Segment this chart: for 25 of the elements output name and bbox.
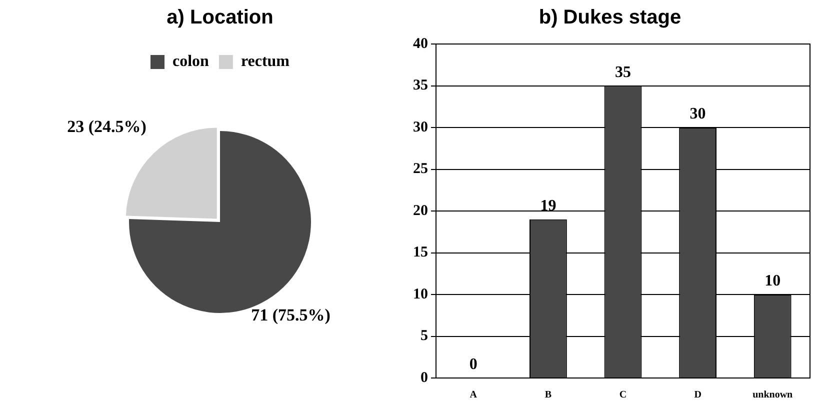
data-label: 23 (24.5%) [67,117,146,136]
y-tick-label: 25 [413,161,428,178]
data-label: 19 [540,197,556,214]
data-label: 0 [469,356,478,374]
chart-title: a) Location [166,6,274,29]
legend-label: colon [172,53,210,70]
y-tick-label: 30 [413,119,428,136]
data-label: 71 (75.5%) [251,306,330,325]
y-tick-label: 10 [413,286,428,302]
x-tick-label: B [544,390,552,401]
data-label: 30 [690,106,706,123]
x-tick-label: unknown [752,390,794,401]
legend-label: rectum [240,53,290,70]
x-tick-label: A [470,390,478,401]
y-tick-label: 35 [413,78,428,94]
chart-title: b) Dukes stage [538,6,682,29]
y-tick-label: 5 [420,328,428,344]
x-tick-label: D [694,390,702,401]
x-tick-label: C [619,390,627,401]
y-tick-label: 0 [420,370,428,386]
y-tick-label: 40 [413,36,428,52]
data-label: 10 [764,272,781,290]
data-label: 35 [615,64,631,81]
y-tick-label: 15 [413,244,428,261]
y-tick-label: 20 [413,202,428,219]
